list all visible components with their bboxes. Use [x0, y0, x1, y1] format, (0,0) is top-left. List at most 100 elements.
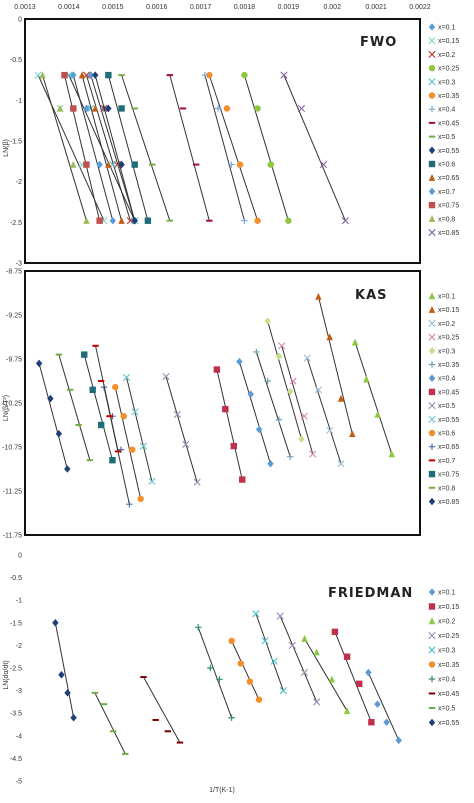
- kas-data-point: [351, 338, 359, 346]
- kas-fit-line: [83, 354, 113, 461]
- friedman-legend-marker: [428, 661, 436, 668]
- kas-fit-line: [126, 377, 153, 482]
- friedman-data-point: [365, 668, 372, 677]
- friedman-legend-label: x=0.35: [438, 662, 459, 669]
- fwo-x-tick-label: 0.0021: [365, 4, 387, 11]
- fwo-y-tick-label: -1: [16, 98, 22, 105]
- fwo-legend-label: x=0.35: [438, 93, 459, 100]
- friedman-data-point: [313, 648, 320, 656]
- fwo-x-tick-label: 0.0022: [409, 4, 431, 11]
- fwo-y-tick-label: -3: [16, 261, 22, 268]
- fwo-fit-line: [204, 74, 245, 221]
- fwo-data-point: [144, 217, 152, 224]
- fwo-fit-line: [243, 74, 289, 221]
- fwo-x-tick-label: 0.0015: [102, 4, 124, 11]
- kas-data-point: [148, 477, 156, 485]
- friedman-fit-line: [279, 615, 318, 703]
- fwo-legend-label: x=0.75: [438, 203, 459, 210]
- kas-data-point: [267, 459, 274, 468]
- kas-legend-label: x=0.25: [438, 335, 459, 342]
- kas-data-point: [315, 292, 322, 300]
- fwo-y-tick-label: -0.5: [10, 57, 22, 64]
- kas-fit-line: [58, 354, 91, 461]
- kas-legend-marker: [428, 402, 436, 410]
- fwo-y-tick-label: -2: [16, 179, 22, 186]
- fwo-data-point: [70, 105, 77, 112]
- fwo-legend-label: x=0.3: [438, 79, 455, 86]
- kas-data-point: [55, 430, 63, 438]
- fwo-data-point: [78, 71, 86, 79]
- kas-legend-marker: [428, 388, 436, 396]
- fwo-fit-line: [90, 74, 136, 221]
- friedman-data-point: [261, 637, 269, 645]
- friedman-data-point: [300, 668, 309, 677]
- friedman-data-point: [228, 714, 235, 721]
- kas-legend-label: x=0.55: [438, 417, 459, 424]
- friedman-legend-label: x=0.3: [438, 648, 455, 655]
- fwo-legend-label: x=0.65: [438, 175, 459, 182]
- kas-data-point: [97, 421, 105, 429]
- fwo-fit-line: [121, 74, 171, 221]
- friedman-legend-marker: [428, 718, 436, 727]
- friedman-y-tick-label: -2.5: [10, 666, 22, 673]
- kas-fit-line: [255, 351, 291, 457]
- kas-legend-label: x=0.4: [438, 376, 455, 383]
- friedman-legend-label: x=0.15: [438, 604, 459, 611]
- kas-fit-line: [95, 345, 119, 452]
- friedman-y-tick-label: -1.5: [10, 620, 22, 627]
- fwo-x-tick-label: 0.0014: [58, 4, 80, 11]
- kas-fit-line: [216, 369, 243, 480]
- kas-data-point: [222, 405, 229, 413]
- friedman-data-point: [70, 713, 77, 722]
- kas-y-tick-label: -10.75: [2, 445, 22, 452]
- kas-data-point: [35, 359, 43, 368]
- fwo-data-point: [214, 105, 222, 112]
- friedman-title: FRIEDMAN: [328, 586, 413, 601]
- kas-legend-label: x=0.6: [438, 431, 455, 438]
- kas-data-point: [287, 453, 294, 460]
- friedman-fit-line: [54, 622, 75, 718]
- kas-y-tick-label: -9.75: [6, 357, 22, 364]
- friedman-data-point: [343, 707, 351, 715]
- fwo-y-tick-label: 0: [18, 17, 22, 24]
- friedman-y-tick-label: -3: [16, 688, 22, 695]
- fwo-data-point: [96, 217, 103, 224]
- fwo-legend-marker: [428, 146, 436, 155]
- fwo-data-point: [118, 105, 125, 112]
- friedman-legend-marker: [428, 646, 436, 654]
- friedman-data-point: [328, 675, 336, 683]
- kas-legend-marker: [428, 443, 436, 450]
- fwo-data-point: [267, 161, 274, 168]
- kas-data-point: [126, 501, 133, 508]
- kas-fit-line: [306, 357, 342, 464]
- friedman-data-point: [252, 610, 260, 618]
- kas-data-point: [314, 386, 323, 394]
- kas-data-point: [122, 373, 131, 382]
- kas-data-point: [275, 416, 283, 423]
- fwo-data-point: [241, 71, 248, 79]
- friedman-data-point: [276, 612, 284, 620]
- kas-legend-label: x=0.65: [438, 444, 459, 451]
- fwo-data-point: [254, 217, 261, 224]
- fwo-fit-line: [94, 74, 136, 221]
- fwo-title: FWO: [360, 35, 397, 50]
- friedman-y-tick-label: 0: [18, 553, 22, 560]
- kas-data-point: [193, 478, 201, 486]
- friedman-data-point: [270, 657, 278, 665]
- friedman-data-point: [343, 653, 351, 660]
- kas-data-point: [112, 383, 119, 391]
- friedman-y-tick-label: -3.5: [10, 711, 22, 718]
- kas-legend-marker: [428, 319, 436, 327]
- friedman-legend-marker: [428, 588, 436, 596]
- kas-data-point: [129, 446, 136, 453]
- friedman-y-tick-label: -4.5: [10, 756, 22, 763]
- kas-data-point: [287, 387, 294, 396]
- kas-data-point: [182, 440, 190, 448]
- friedman-fit-line: [143, 676, 181, 743]
- friedman-y-tick-label: -1: [16, 598, 22, 605]
- fwo-legend-label: x=0.8: [438, 216, 455, 223]
- kas-legend-marker: [428, 415, 436, 423]
- kas-fit-line: [238, 361, 271, 464]
- friedman-fit-line: [367, 672, 400, 741]
